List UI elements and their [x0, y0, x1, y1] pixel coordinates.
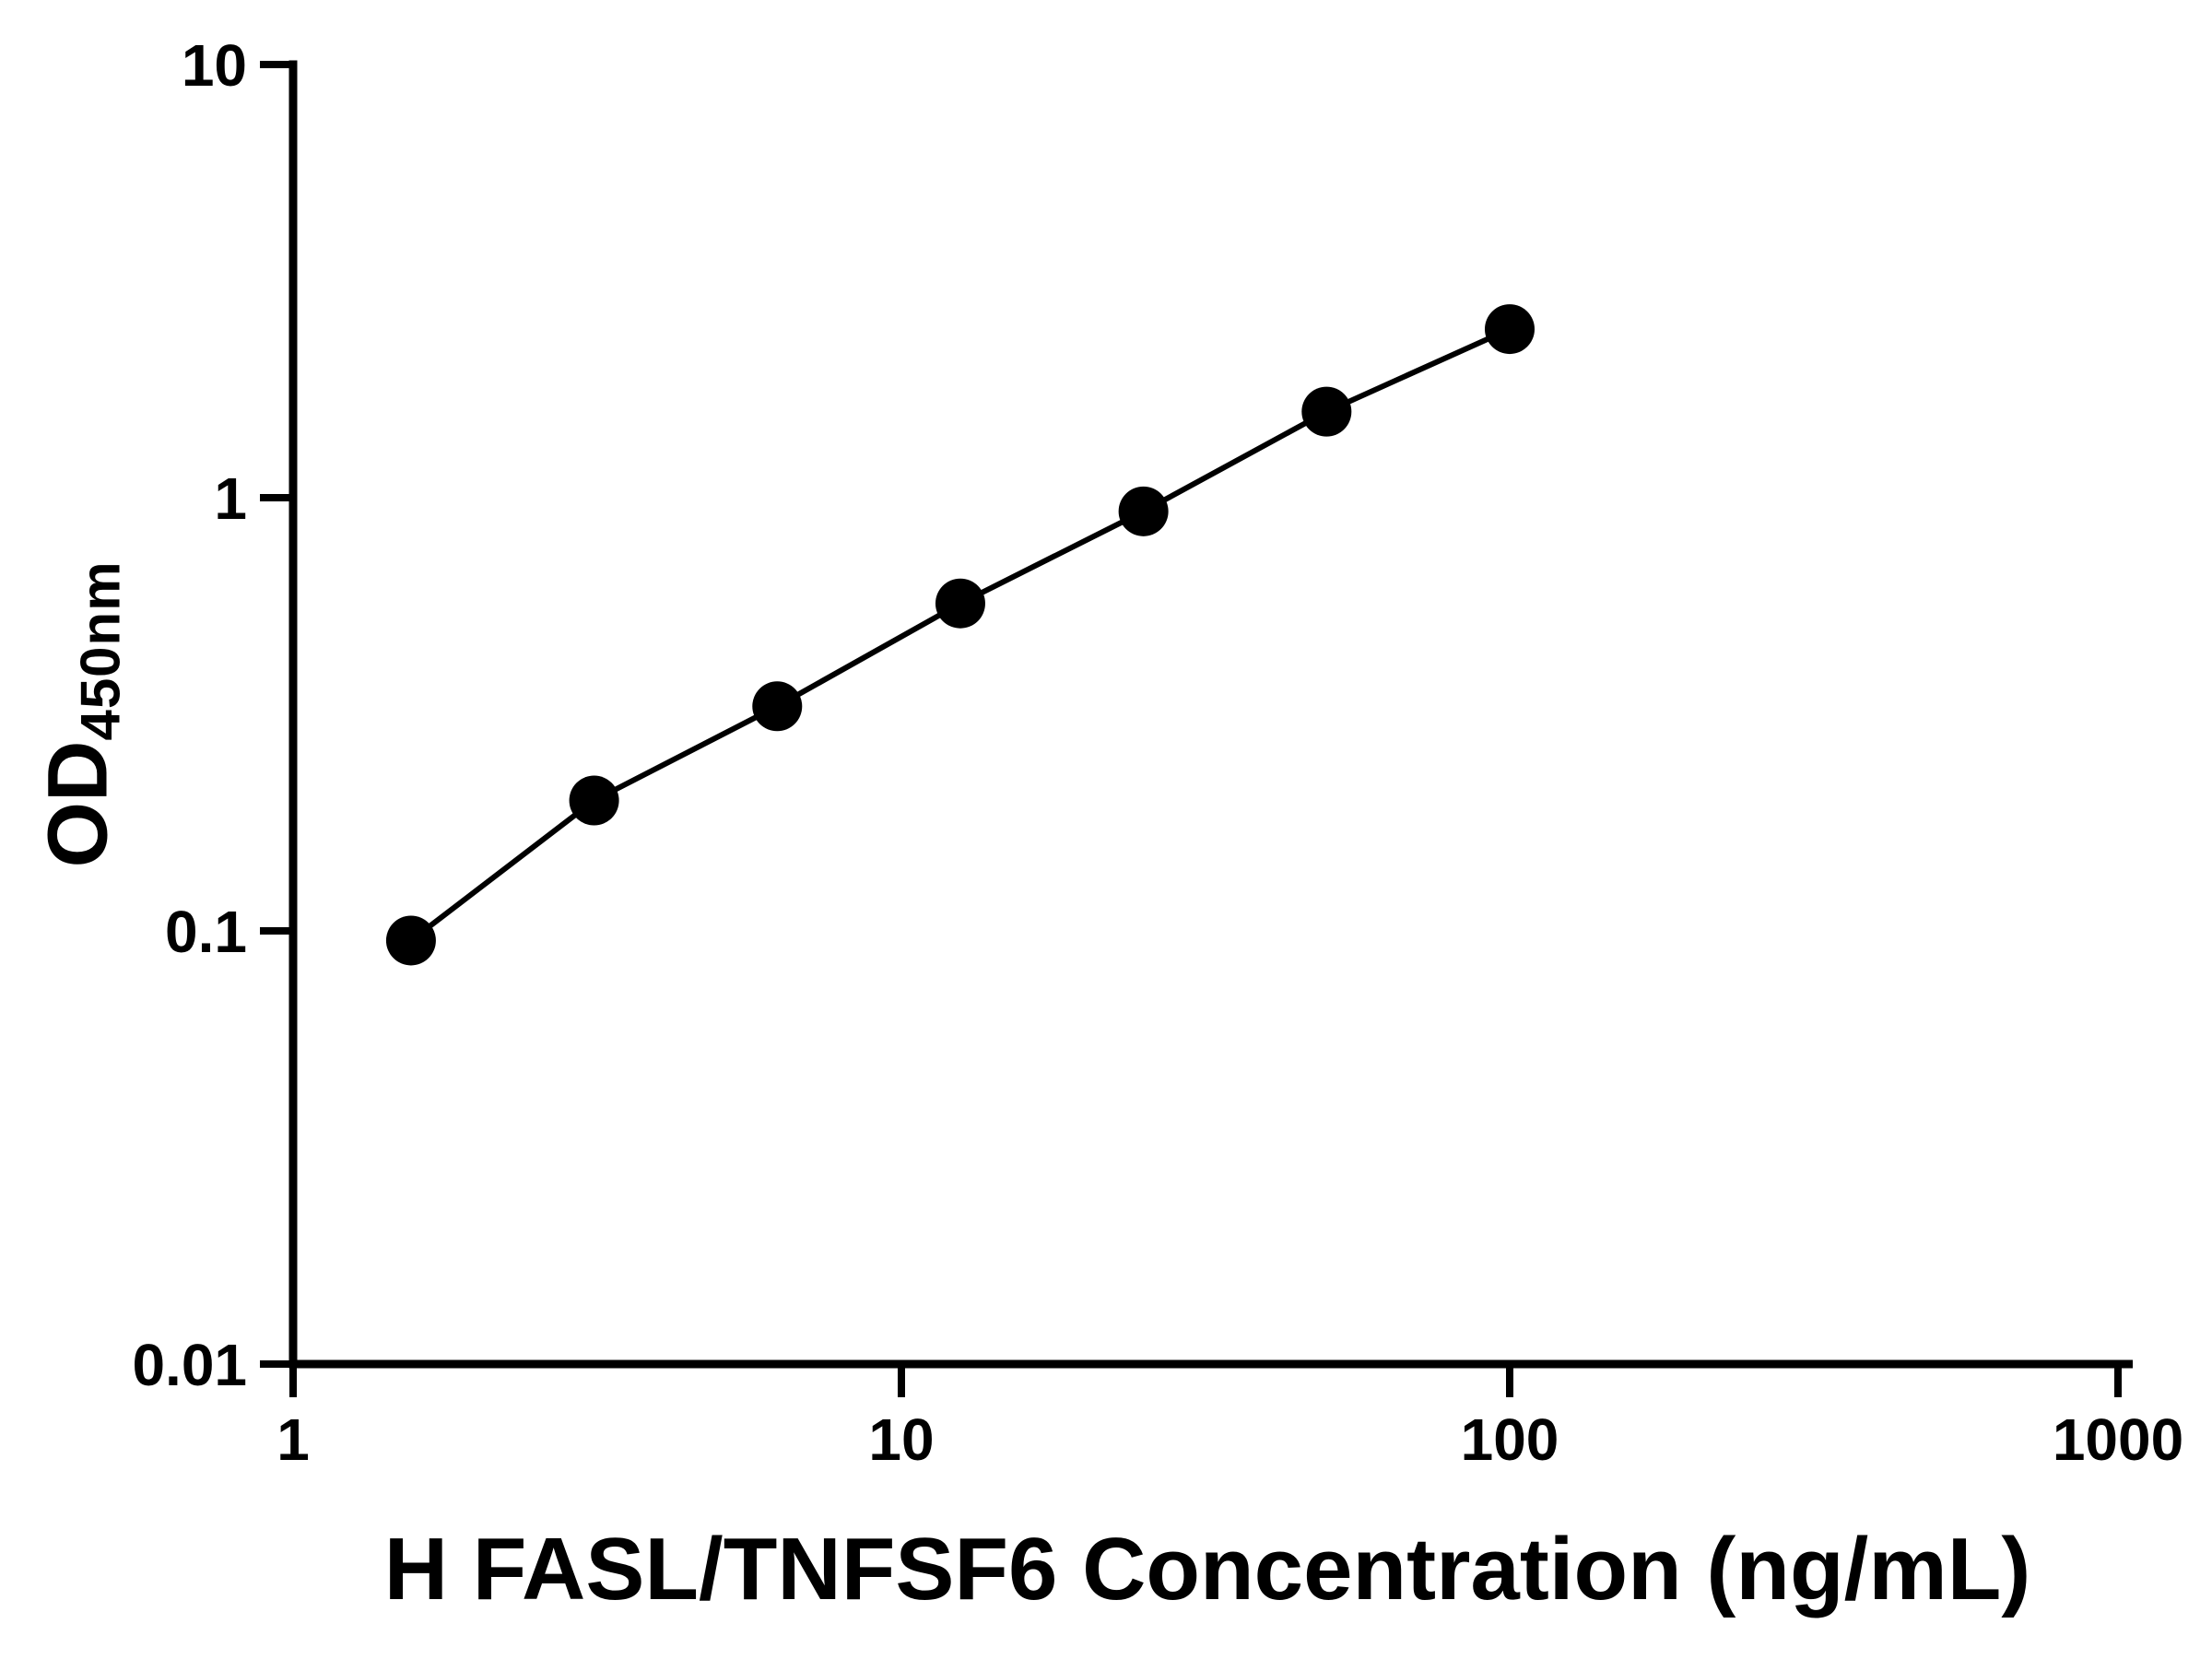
- data-point: [1118, 486, 1169, 536]
- y-axis-title: OD450nm: [30, 560, 133, 867]
- x-axis-tick-label: 100: [1461, 1406, 1559, 1473]
- y-axis-tick-label: 0.1: [165, 899, 247, 965]
- y-axis-tick-label: 0.01: [132, 1332, 247, 1398]
- y-axis-tick-label: 10: [182, 32, 247, 99]
- x-axis-tick-label: 1000: [2053, 1406, 2183, 1473]
- x-axis-tick-label: 10: [868, 1406, 934, 1473]
- x-axis-title: H FASL/TNFSF6 Concentration (ng/mL): [383, 1520, 2031, 1618]
- y-axis-title-subscript: 450nm: [69, 560, 132, 741]
- data-point: [385, 915, 436, 966]
- data-point: [1301, 386, 1352, 437]
- data-point: [935, 578, 985, 629]
- data-point: [1485, 304, 1535, 355]
- y-axis-title-main: OD: [30, 740, 125, 868]
- data-point: [569, 775, 619, 826]
- y-axis-tick-label: 1: [214, 465, 247, 532]
- x-axis-tick-label: 1: [276, 1406, 310, 1473]
- data-point: [752, 681, 803, 732]
